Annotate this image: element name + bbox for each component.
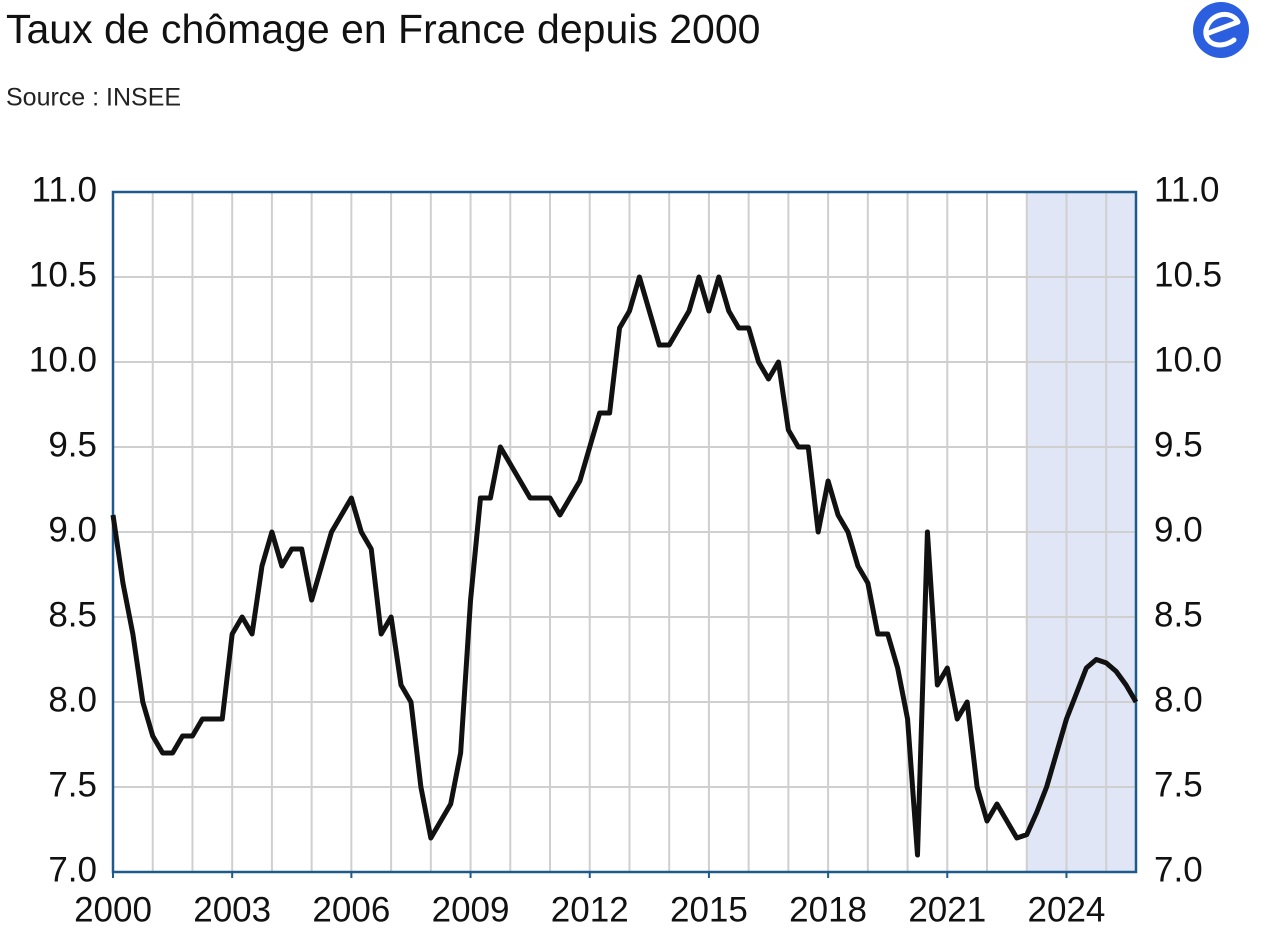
y2-tick-label: 8.0 xyxy=(1154,680,1203,719)
y2-tick-label: 8.5 xyxy=(1154,595,1203,634)
x-tick-label: 2009 xyxy=(432,890,510,929)
x-tick-label: 2018 xyxy=(789,890,867,929)
x-tick-label: 2003 xyxy=(193,890,271,929)
x-tick-label: 2015 xyxy=(670,890,748,929)
y-tick-label: 7.5 xyxy=(48,765,97,804)
y2-tick-label: 7.5 xyxy=(1154,765,1203,804)
x-tick-label: 2000 xyxy=(74,890,152,929)
x-tick-label: 2006 xyxy=(312,890,390,929)
y-tick-label: 9.0 xyxy=(48,510,97,549)
data-line xyxy=(110,274,1139,858)
y2-tick-label: 10.0 xyxy=(1154,340,1222,379)
y-tick-label: 8.5 xyxy=(48,595,97,634)
logo-glyph xyxy=(1203,12,1241,48)
chart-title: Taux de chômage en France depuis 2000 xyxy=(6,6,760,52)
chart-subtitle: Source : INSEE xyxy=(6,84,181,112)
y-tick-label: 10.0 xyxy=(29,340,97,379)
y-tick-label: 9.5 xyxy=(48,425,97,464)
y2-tick-label: 9.5 xyxy=(1154,425,1203,464)
x-tick-label: 2024 xyxy=(1028,890,1106,929)
y2-tick-label: 7.0 xyxy=(1154,850,1203,889)
y-tick-label: 10.5 xyxy=(29,255,97,294)
x-tick-label: 2021 xyxy=(908,890,986,929)
y2-tick-label: 9.0 xyxy=(1154,510,1203,549)
y-tick-label: 11.0 xyxy=(31,170,97,209)
logo xyxy=(1193,2,1249,58)
y2-tick-label: 11.0 xyxy=(1154,170,1220,209)
y-tick-label: 7.0 xyxy=(48,850,97,889)
y-tick-label: 8.0 xyxy=(48,680,97,719)
y2-tick-label: 10.5 xyxy=(1154,255,1222,294)
x-tick-label: 2012 xyxy=(551,890,629,929)
